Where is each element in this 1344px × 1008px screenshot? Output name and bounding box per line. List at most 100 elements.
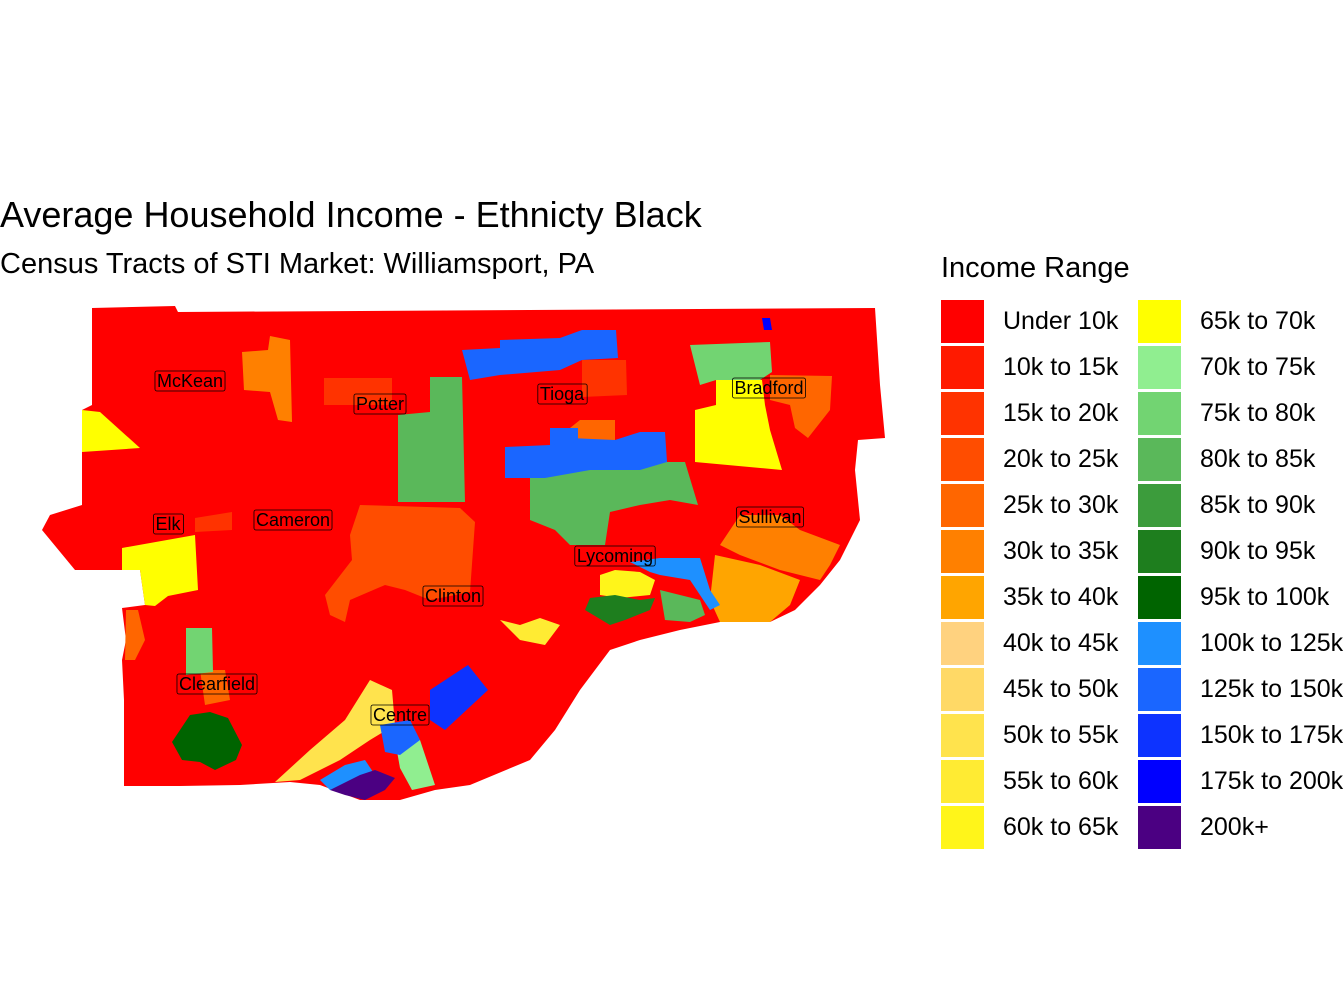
legend-swatch [941,484,984,527]
legend-label: 25k to 30k [1003,491,1119,519]
tract-region [695,380,782,470]
legend-item: 175k to 200k [1138,760,1344,804]
tract-region [710,555,800,622]
legend-swatch [1138,438,1181,481]
legend-swatch [1138,714,1181,757]
legend-label: 200k+ [1200,813,1269,841]
county-label-box [370,704,430,726]
tract-region [186,628,213,675]
legend-swatch [941,392,984,435]
legend-label: 10k to 15k [1003,353,1119,381]
legend-title: Income Range [941,252,1130,284]
legend-item: 20k to 25k [941,438,1151,482]
tract-region [690,342,772,385]
legend-swatch [941,576,984,619]
tract-region [600,570,655,598]
county-name: Bradford [734,378,803,398]
tract-region [720,515,840,580]
tract-region [172,712,242,770]
legend-item: 125k to 150k [1138,668,1344,712]
legend-swatch [1138,300,1181,343]
legend-label: 175k to 200k [1200,767,1344,795]
county-label-sullivan: Sullivan [736,506,804,528]
legend-item: 95k to 100k [1138,576,1344,620]
tract-region [82,410,140,452]
legend-swatch [1138,392,1181,435]
county-name: Sullivan [738,507,801,527]
legend-label: 60k to 65k [1003,813,1119,841]
county-name: Potter [356,394,404,414]
legend-item: 30k to 35k [941,530,1151,574]
legend-label: 125k to 150k [1200,675,1344,703]
legend-item: 50k to 55k [941,714,1151,758]
county-name: Tioga [540,384,585,404]
tract-region [380,720,420,755]
legend-label: 100k to 125k [1200,629,1344,657]
county-label-elk: Elk [153,513,184,535]
legend-swatch [1138,668,1181,711]
legend-label: 65k to 70k [1200,307,1316,335]
legend-item: 60k to 65k [941,806,1151,850]
tract-region [585,595,655,625]
legend-label: 20k to 25k [1003,445,1119,473]
tract-region [762,318,772,330]
map-title: Average Household Income - Ethnicty Blac… [0,194,702,235]
county-name: Elk [155,514,181,534]
tract-region [398,377,465,502]
legend-swatch [1138,622,1181,665]
tract-region [325,505,475,622]
legend-label: 85k to 90k [1200,491,1316,519]
tract-region [462,330,618,380]
legend-swatch [941,300,984,343]
choropleth-map [42,306,885,800]
legend-item: 70k to 75k [1138,346,1344,390]
legend-label: 95k to 100k [1200,583,1330,611]
legend-item: 35k to 40k [941,576,1151,620]
county-label-box [732,377,806,399]
tract-region [430,665,488,730]
legend-item: 200k+ [1138,806,1344,850]
tract-region [242,336,292,422]
legend-swatch [1138,346,1181,389]
legend-item: 10k to 15k [941,346,1151,390]
legend-item: 40k to 45k [941,622,1151,666]
legend-label: 80k to 85k [1200,445,1316,473]
county-name: Cameron [256,510,330,530]
county-label-box [574,545,656,567]
tract-region [770,375,832,438]
legend-label: 75k to 80k [1200,399,1316,427]
legend-label: 55k to 60k [1003,767,1119,795]
county-label-centre: Centre [370,704,430,726]
legend-item: 45k to 50k [941,668,1151,712]
tract-region [505,432,667,478]
tract-region [660,590,705,622]
tract-region [630,558,720,610]
legend-label: 30k to 35k [1003,537,1119,565]
legend-item: 15k to 20k [941,392,1151,436]
legend-label: 70k to 75k [1200,353,1316,381]
legend-item: 75k to 80k [1138,392,1344,436]
legend-item: 55k to 60k [941,760,1151,804]
legend-swatch [941,714,984,757]
county-name: Centre [373,705,427,725]
legend-item: 85k to 90k [1138,484,1344,528]
tract-region [324,378,392,405]
county-label-box [537,383,588,405]
county-label-box [153,513,184,535]
legend-item: 65k to 70k [1138,300,1344,344]
tract-region [195,512,232,532]
legend-swatch [941,438,984,481]
county-name: Lycoming [577,546,653,566]
county-label-bradford: Bradford [732,377,806,399]
map-subtitle: Census Tracts of STI Market: Williamspor… [0,248,595,280]
county-label-box [736,506,804,528]
legend-swatch [941,622,984,665]
legend-label: 150k to 175k [1200,721,1344,749]
county-label-clearfield: Clearfield [176,673,258,695]
county-name: McKean [157,371,223,391]
legend-label: Under 10k [1003,307,1119,335]
county-label-box [176,673,258,695]
legend-label: 35k to 40k [1003,583,1119,611]
county-label-potter: Potter [353,393,407,415]
tract-region [582,360,627,397]
